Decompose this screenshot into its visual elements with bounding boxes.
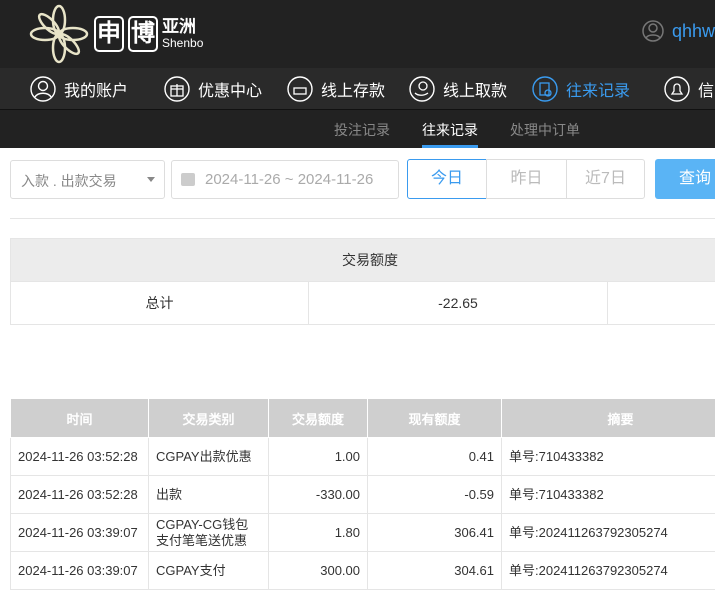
- cell-balance: 306.41: [368, 514, 502, 552]
- summary-table: 交易额度 总计-22.65: [10, 238, 715, 325]
- cell-time: 2024-11-26 03:52:28: [11, 438, 149, 476]
- summary-value: -22.65: [309, 282, 608, 325]
- nav-label: 优惠中心: [198, 77, 262, 101]
- nav-label: 往来记录: [566, 77, 630, 101]
- tab-transaction-records[interactable]: 往来记录: [422, 120, 478, 140]
- last-7-days-button[interactable]: 近7日: [566, 159, 645, 199]
- col-amount: 交易额度: [269, 399, 368, 438]
- date-range-value: 2024-11-26 ~ 2024-11-26: [205, 171, 373, 188]
- logo-en: Shenbo: [162, 37, 203, 50]
- records-table: 时间 交易类别 交易额度 现有额度 摘要 2024-11-26 03:52:28…: [10, 398, 715, 590]
- nav-records[interactable]: 往来记录: [532, 76, 630, 102]
- tab-bet-records[interactable]: 投注记录: [334, 120, 390, 140]
- gift-icon: [164, 76, 190, 102]
- nav-label: 线上存款: [321, 77, 385, 101]
- today-button[interactable]: 今日: [407, 159, 487, 199]
- user-icon: [642, 20, 664, 42]
- cell-summary: 单号:710433382: [502, 438, 715, 476]
- nav-my-account[interactable]: 我的账户: [30, 76, 128, 102]
- sub-nav: 投注记录 往来记录 处理中订单: [0, 110, 715, 148]
- user-menu[interactable]: qhhw: [642, 20, 715, 42]
- nav-label: 线上取款: [443, 77, 507, 101]
- col-time: 时间: [11, 399, 149, 438]
- records-icon: [532, 76, 558, 102]
- flower-logo-icon: [28, 4, 90, 64]
- calendar-icon: [181, 173, 195, 186]
- nav-promotions[interactable]: 优惠中心: [164, 76, 262, 102]
- logo-subtitle: 亚洲: [162, 18, 203, 37]
- top-header: 申 博 亚洲 Shenbo qhhw: [0, 0, 715, 68]
- select-value: 入款 . 出款交易: [21, 173, 117, 189]
- nav-deposit[interactable]: 线上存款: [287, 76, 385, 102]
- cell-balance: 0.41: [368, 438, 502, 476]
- col-type: 交易类别: [149, 399, 269, 438]
- nav-withdraw[interactable]: 线上取款: [409, 76, 507, 102]
- nav-messages[interactable]: 信: [664, 76, 714, 102]
- divider: [10, 218, 715, 219]
- cell-time: 2024-11-26 03:39:07: [11, 514, 149, 552]
- username: qhhw: [672, 21, 715, 42]
- tab-pending-orders[interactable]: 处理中订单: [510, 120, 580, 140]
- user-icon: [30, 76, 56, 102]
- summary-header: 交易额度: [11, 239, 715, 282]
- withdraw-icon: [409, 76, 435, 102]
- cell-summary: 单号:202411263792305274: [502, 514, 715, 552]
- col-balance: 现有额度: [368, 399, 502, 438]
- logo-char: 博: [128, 16, 158, 52]
- main-nav: 我的账户 优惠中心 线上存款 线上取款 往来记录 信: [0, 68, 715, 110]
- cell-time: 2024-11-26 03:52:28: [11, 476, 149, 514]
- cell-amount: 1.80: [269, 514, 368, 552]
- cell-type: 出款: [149, 476, 269, 514]
- deposit-icon: [287, 76, 313, 102]
- cell-type: CGPAY出款优惠: [149, 438, 269, 476]
- active-tab-indicator: [422, 145, 478, 148]
- col-summary: 摘要: [502, 399, 715, 438]
- nav-label: 信: [698, 77, 714, 101]
- transaction-type-select[interactable]: 入款 . 出款交易: [10, 160, 165, 199]
- cell-amount: -330.00: [269, 476, 368, 514]
- logo[interactable]: 申 博 亚洲 Shenbo: [28, 4, 203, 64]
- yesterday-button[interactable]: 昨日: [486, 159, 567, 199]
- bell-icon: [664, 76, 690, 102]
- caret-down-icon: [147, 177, 155, 186]
- logo-char: 申: [94, 16, 124, 52]
- cell-amount: 1.00: [269, 438, 368, 476]
- date-range-input[interactable]: 2024-11-26 ~ 2024-11-26: [171, 160, 399, 199]
- cell-summary: 单号:710433382: [502, 476, 715, 514]
- cell-balance: -0.59: [368, 476, 502, 514]
- query-button[interactable]: 查询: [655, 159, 715, 199]
- nav-label: 我的账户: [64, 77, 128, 101]
- cell-type: CGPAY-CG钱包支付笔笔送优惠: [149, 514, 269, 552]
- summary-label: 总计: [11, 282, 309, 325]
